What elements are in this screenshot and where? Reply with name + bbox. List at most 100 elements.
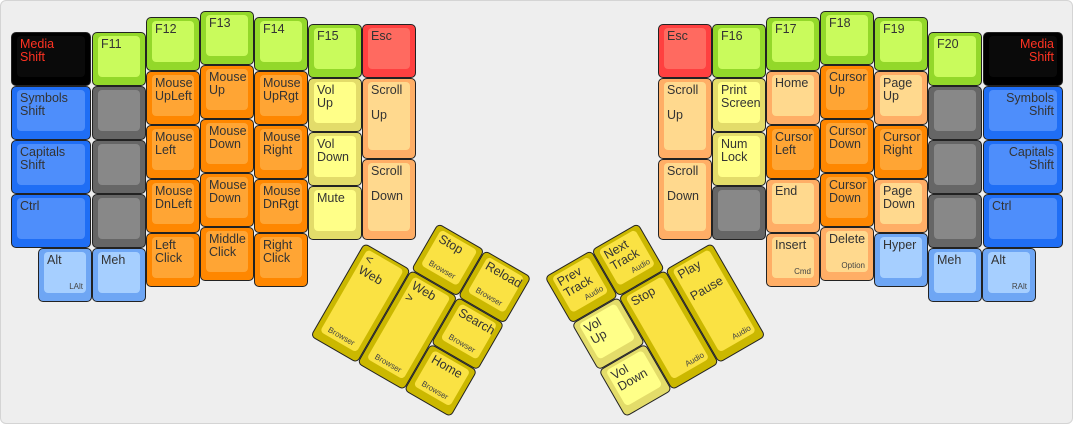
- key-label: Reload: [483, 258, 525, 291]
- key-page-down[interactable]: Page Down: [874, 179, 928, 233]
- key-symbols-shift[interactable]: Symbols Shift: [983, 86, 1063, 140]
- key-f16[interactable]: F16: [712, 24, 766, 78]
- key-print-screen[interactable]: Print Screen: [712, 78, 766, 132]
- key-mouse-left[interactable]: Mouse Left: [146, 125, 200, 179]
- key-blank[interactable]: [928, 194, 982, 248]
- key-insert[interactable]: Insert Cmd: [766, 233, 820, 287]
- key-mouse-dnleft[interactable]: Mouse DnLeft: [146, 179, 200, 233]
- key-mouse-uprgt[interactable]: Mouse UpRgt: [254, 71, 308, 125]
- key-f17[interactable]: F17: [766, 17, 820, 71]
- keycap: Num Lock: [718, 136, 760, 177]
- key-capitals-shift[interactable]: Capitals Shift: [11, 140, 91, 194]
- key-hyper[interactable]: Hyper: [874, 233, 928, 287]
- key-label: Mouse Down: [209, 124, 247, 151]
- key-end[interactable]: End: [766, 179, 820, 233]
- key-label: Delete: [829, 232, 866, 246]
- key-f15[interactable]: F15: [308, 24, 362, 78]
- key-esc[interactable]: Esc: [362, 24, 416, 78]
- key-blank[interactable]: [92, 140, 146, 194]
- key-label: Symbols Shift: [1006, 91, 1054, 118]
- keycap: Mouse DnLeft: [152, 183, 194, 224]
- key-f11[interactable]: F11: [92, 32, 146, 86]
- key-blank[interactable]: [92, 194, 146, 248]
- keycap: Page Down: [880, 183, 922, 224]
- key-meh[interactable]: Meh: [92, 248, 146, 302]
- key-blank[interactable]: [712, 186, 766, 240]
- key-media-shift[interactable]: Media Shift: [11, 32, 91, 86]
- key-blank[interactable]: [928, 86, 982, 140]
- keycap: [934, 90, 976, 131]
- key-mute[interactable]: Mute: [308, 186, 362, 240]
- key-label: Left Click: [155, 238, 183, 265]
- keycap: F19: [880, 21, 922, 62]
- keycap: Mouse UpRgt: [260, 75, 302, 116]
- key-label: Page Down: [883, 184, 915, 211]
- key-label: Cursor Down: [829, 178, 867, 205]
- key-esc[interactable]: Esc: [658, 24, 712, 78]
- key-delete[interactable]: Delete Option: [820, 227, 874, 281]
- key-media-shift[interactable]: Media Shift: [983, 32, 1063, 86]
- key-cursor-down[interactable]: Cursor Down: [820, 173, 874, 227]
- key-label: Cursor Up: [829, 70, 867, 97]
- key-scroll-up[interactable]: Scroll Up: [658, 78, 712, 159]
- key-scroll-down[interactable]: Scroll Down: [362, 159, 416, 240]
- key-mouse-right[interactable]: Mouse Right: [254, 125, 308, 179]
- key-scroll-down[interactable]: Scroll Down: [658, 159, 712, 240]
- key-mouse-upleft[interactable]: Mouse UpLeft: [146, 71, 200, 125]
- keycap: Home: [772, 75, 814, 116]
- key-scroll-up[interactable]: Scroll Up: [362, 78, 416, 159]
- key-symbols-shift[interactable]: Symbols Shift: [11, 86, 91, 140]
- key-vol-down[interactable]: Vol Down: [308, 132, 362, 186]
- keycap: [98, 90, 140, 131]
- keycap: Mute: [314, 190, 356, 231]
- key-label: Meh: [101, 253, 126, 267]
- key-label: Mouse DnRgt: [263, 184, 301, 211]
- key-label: Mouse Left: [155, 130, 193, 157]
- key-alt[interactable]: Alt RAlt: [982, 248, 1036, 302]
- key-sublabel: Option: [841, 261, 865, 270]
- keycap: Media Shift: [17, 36, 85, 77]
- key-f13[interactable]: F13: [200, 11, 254, 65]
- key-label: Meh: [937, 253, 962, 267]
- key-label: F13: [209, 16, 231, 30]
- key-f12[interactable]: F12: [146, 17, 200, 71]
- key-label: Home: [775, 76, 809, 90]
- key-label: Scroll Down: [371, 164, 403, 203]
- key-cursor-right[interactable]: Cursor Right: [874, 125, 928, 179]
- key-meh[interactable]: Meh: [928, 248, 982, 302]
- key-cursor-down[interactable]: Cursor Down: [820, 119, 874, 173]
- key-label: Capitals Shift: [1008, 145, 1054, 172]
- key-label: Print Screen: [721, 83, 761, 110]
- key-f18[interactable]: F18: [820, 11, 874, 65]
- key-cursor-up[interactable]: Cursor Up: [820, 65, 874, 119]
- key-capitals-shift[interactable]: Capitals Shift: [983, 140, 1063, 194]
- key-ctrl[interactable]: Ctrl: [11, 194, 91, 248]
- key-f20[interactable]: F20: [928, 32, 982, 86]
- key-cursor-left[interactable]: Cursor Left: [766, 125, 820, 179]
- key-label: Media Shift: [20, 37, 55, 64]
- key-label: F17: [775, 22, 797, 36]
- key-label: Insert: [775, 238, 807, 252]
- key-label: Mute: [317, 191, 345, 205]
- key-f19[interactable]: F19: [874, 17, 928, 71]
- keycap: F13: [206, 15, 248, 56]
- key-ctrl[interactable]: Ctrl: [983, 194, 1063, 248]
- key-blank[interactable]: [92, 86, 146, 140]
- key-num-lock[interactable]: Num Lock: [712, 132, 766, 186]
- keycap: Mouse Up: [206, 69, 248, 110]
- key-home[interactable]: Home: [766, 71, 820, 125]
- keycap: F18: [826, 15, 868, 56]
- key-mouse-down[interactable]: Mouse Down: [200, 119, 254, 173]
- keycap: F14: [260, 21, 302, 62]
- key-mouse-dnrgt[interactable]: Mouse DnRgt: [254, 179, 308, 233]
- key-mouse-up[interactable]: Mouse Up: [200, 65, 254, 119]
- key-alt[interactable]: Alt LAlt: [38, 248, 92, 302]
- key-blank[interactable]: [928, 140, 982, 194]
- key-mouse-down[interactable]: Mouse Down: [200, 173, 254, 227]
- key-right-click[interactable]: Right Click: [254, 233, 308, 287]
- key-middle-click[interactable]: Middle Click: [200, 227, 254, 281]
- key-page-up[interactable]: Page Up: [874, 71, 928, 125]
- key-vol-up[interactable]: Vol Up: [308, 78, 362, 132]
- key-left-click[interactable]: Left Click: [146, 233, 200, 287]
- key-f14[interactable]: F14: [254, 17, 308, 71]
